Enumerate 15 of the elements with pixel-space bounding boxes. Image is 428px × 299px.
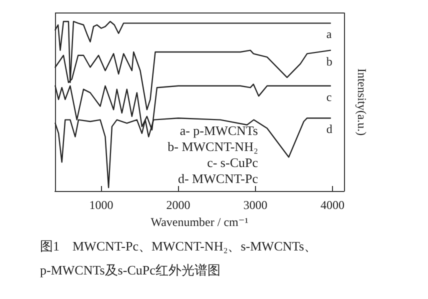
x-tick-label: 2000 [166,198,190,212]
series-label: d [326,122,332,136]
x-tick-label: 3000 [243,198,268,212]
x-tick-label: 4000 [320,198,344,212]
y-axis-title: Intensity(a.u.) [355,68,369,136]
annotation: d- MWCNT-Pc [178,171,258,186]
caption: 图1 MWCNT-Pc、MWCNT-NH₂、s-MWCNTs、p-MWCNTs及s-CuPc红外光谱图 [40,238,318,278]
x-axis-title: Wavenumber / cm⁻¹ [150,214,249,229]
annotation: c- s-CuPc [207,155,258,170]
series-label: b [326,54,332,68]
series-label: a [326,27,332,42]
x-tick-label: 1000 [89,198,114,212]
annotation: b- MWCNT-NH₂ [168,139,258,154]
series-label: c [326,90,332,104]
annotation: a- p-MWCNTs [180,123,258,138]
